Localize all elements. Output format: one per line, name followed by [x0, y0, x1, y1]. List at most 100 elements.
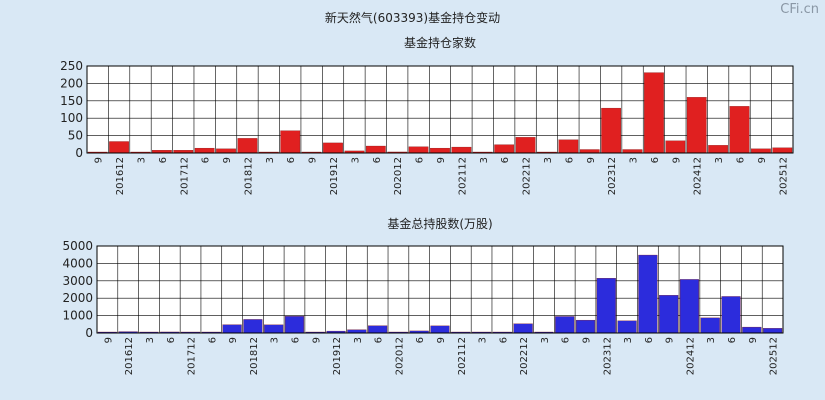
x-tick-label: 3 [136, 157, 147, 163]
bar [721, 296, 741, 334]
bar [323, 142, 343, 154]
x-tick-label: 6 [500, 157, 511, 163]
x-tick-label: 3 [265, 157, 276, 163]
y-tick-label: 0 [85, 326, 93, 340]
x-tick-label: 201612 [115, 157, 126, 195]
y-tick-label: 2000 [62, 291, 93, 305]
bar [638, 254, 658, 334]
bar [365, 145, 386, 154]
page-title: 新天然气(603393)基金持仓变动 [324, 11, 501, 25]
y-tick-label: 0 [75, 146, 83, 160]
x-tick-label: 6 [286, 157, 297, 163]
x-tick-label: 6 [650, 157, 661, 163]
bar [430, 147, 450, 154]
x-tick-label: 202412 [685, 337, 696, 375]
x-tick-label: 202212 [522, 157, 533, 195]
x-tick-label: 9 [228, 337, 239, 343]
x-tick-label: 9 [586, 157, 597, 163]
x-tick-label: 9 [436, 337, 447, 343]
bar [216, 148, 236, 154]
y-tick-label: 200 [60, 76, 83, 90]
x-tick-label: 202112 [457, 157, 468, 195]
x-tick-label: 6 [727, 337, 738, 343]
x-tick-label: 6 [158, 157, 169, 163]
x-tick-label: 201712 [187, 337, 198, 375]
bar [763, 328, 783, 334]
x-tick-label: 202512 [769, 337, 780, 375]
x-tick-label: 3 [629, 157, 640, 163]
bar [596, 278, 616, 334]
watermark-logo: CFi.cn [780, 2, 819, 17]
chart-fund-holders: 基金持仓家数 0 50 100 150 200 250 9 201612 3 6 201712 6 9 20… [60, 35, 794, 195]
x-tick-label: 6 [415, 157, 426, 163]
x-tick-label: 6 [498, 337, 509, 343]
bar [644, 72, 664, 154]
y-tick-label: 250 [60, 59, 83, 73]
x-tick-label: 3 [623, 337, 634, 343]
x-tick-label: 6 [290, 337, 301, 343]
x-tick-label: 9 [222, 157, 233, 163]
bar [264, 324, 284, 334]
x-tick-label: 202312 [607, 157, 618, 195]
x-tick-label: 202112 [457, 337, 468, 375]
x-tick-label: 9 [665, 337, 676, 343]
x-tick-label: 201612 [124, 337, 135, 375]
y-tick-label: 100 [60, 111, 83, 125]
x-tick-label: 6 [166, 337, 177, 343]
x-tick-label: 9 [308, 157, 319, 163]
bar [280, 130, 301, 154]
x-tick-label: 6 [372, 157, 383, 163]
x-tick-label: 3 [270, 337, 281, 343]
x-tick-label: 9 [748, 337, 759, 343]
x-tick-label: 3 [353, 337, 364, 343]
bar [430, 325, 450, 334]
x-tick-label: 6 [207, 337, 218, 343]
bar [742, 326, 762, 334]
chart-title: 基金持仓家数 [404, 35, 476, 50]
bar [109, 141, 129, 154]
bar [368, 325, 388, 334]
x-tick-label: 9 [582, 337, 593, 343]
bar [222, 324, 242, 334]
bar [284, 316, 305, 334]
y-tick-label: 1000 [62, 309, 93, 323]
x-tick-label: 201812 [243, 157, 254, 195]
bar [194, 147, 215, 154]
bar [555, 316, 575, 334]
bar [622, 149, 643, 154]
x-tick-label: 6 [644, 337, 655, 343]
x-tick-label: 9 [757, 157, 768, 163]
x-tick-label: 6 [736, 157, 747, 163]
x-tick-label: 6 [415, 337, 426, 343]
x-tick-label: 201912 [332, 337, 343, 375]
bar [679, 279, 699, 334]
x-tick-label: 3 [478, 337, 489, 343]
y-tick-label: 3000 [62, 274, 93, 288]
bar [579, 149, 600, 154]
bar [243, 319, 263, 334]
x-tick-label: 3 [714, 157, 725, 163]
x-tick-label: 3 [543, 157, 554, 163]
x-tick-label: 201912 [329, 157, 340, 195]
x-tick-label: 202012 [393, 157, 404, 195]
x-tick-label: 6 [374, 337, 385, 343]
x-tick-label: 3 [540, 337, 551, 343]
bar [665, 140, 686, 154]
bar [601, 107, 621, 154]
x-tick-label: 202512 [778, 157, 789, 195]
y-tick-label: 4000 [62, 256, 93, 270]
bar [659, 295, 679, 334]
chart-fund-total-shares: 基金总持股数(万股) 0 1000 2000 3000 4000 5000 9 201612 3 6… [62, 216, 784, 375]
bar [515, 137, 536, 154]
x-tick-label: 3 [706, 337, 717, 343]
bar [686, 97, 707, 154]
plot-area [87, 66, 793, 153]
y-tick-label: 5000 [62, 239, 93, 253]
plot-border [96, 245, 784, 334]
x-tick-label: 9 [436, 157, 447, 163]
x-tick-label: 201712 [179, 157, 190, 195]
bar [729, 106, 750, 154]
x-tick-label: 201812 [249, 337, 260, 375]
x-tick-label: 6 [201, 157, 212, 163]
